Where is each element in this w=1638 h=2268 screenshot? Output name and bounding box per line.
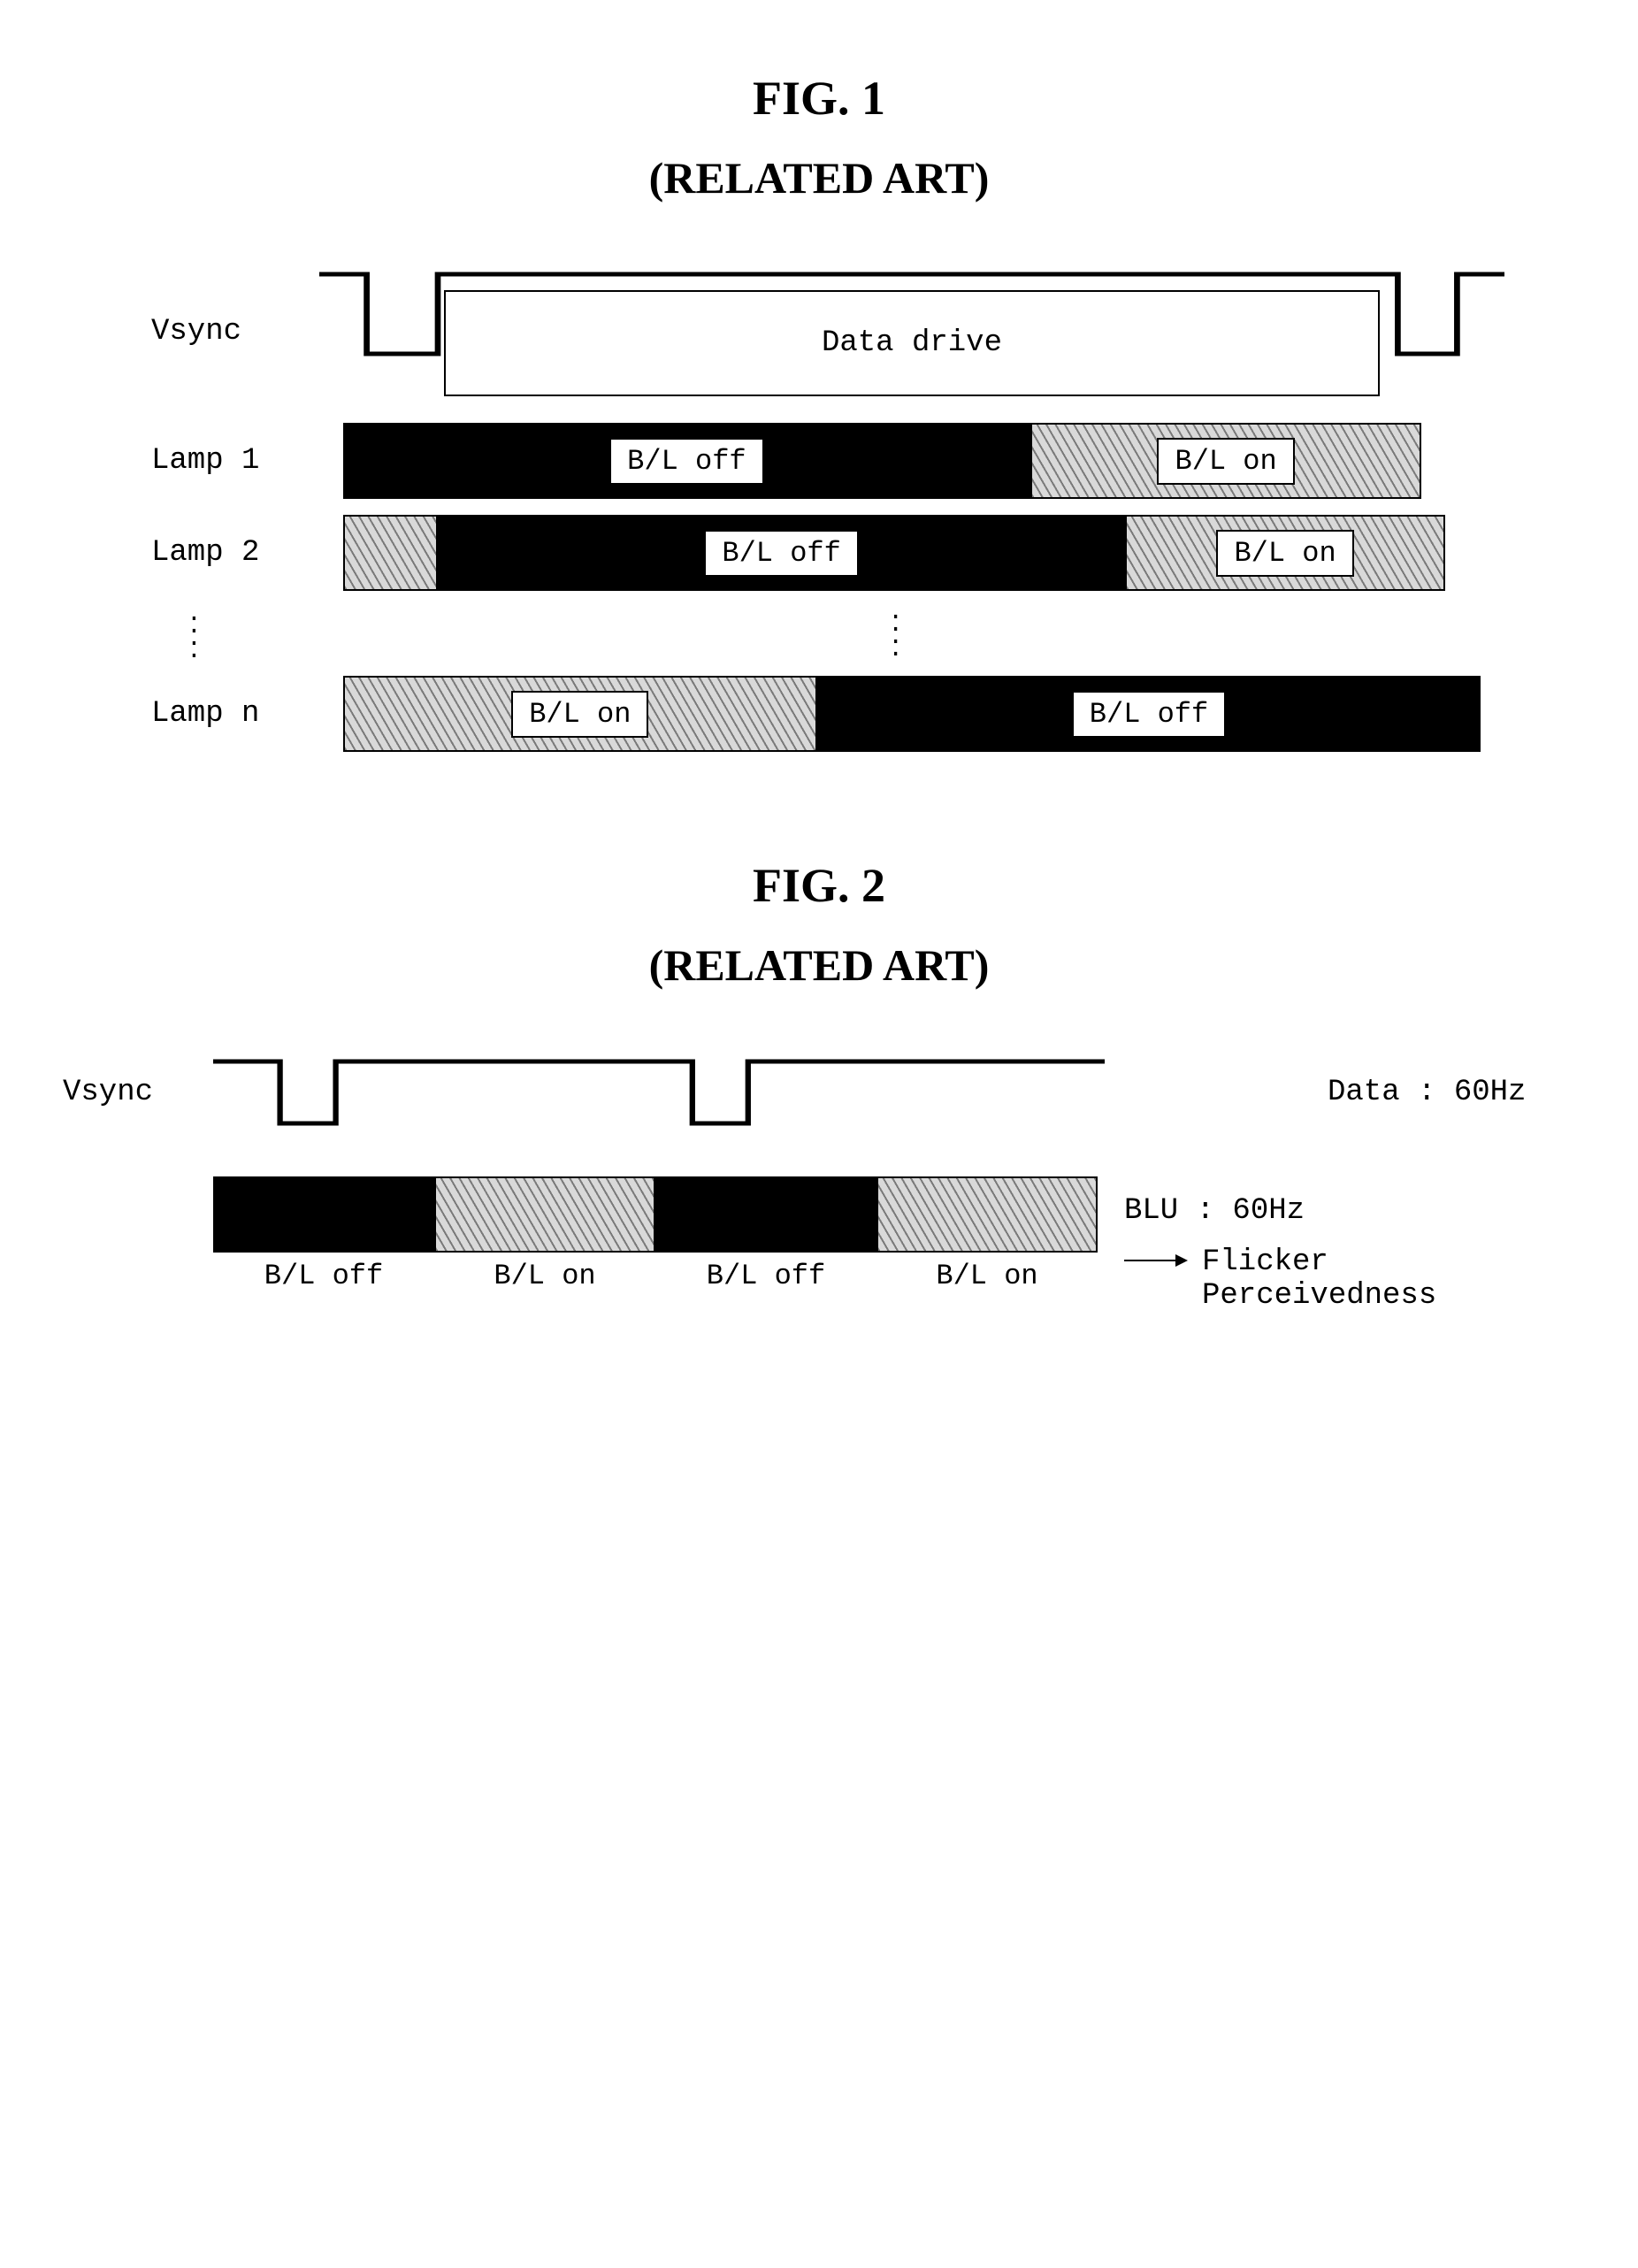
- lamp1-timeline: B/L off B/L on: [319, 423, 1504, 499]
- lamp1-seg-on: B/L on: [1030, 423, 1421, 499]
- fig2-vsync-label: Vsync: [45, 1076, 213, 1109]
- fig2-seg1: [434, 1176, 655, 1253]
- lampn-label: Lamp n: [134, 697, 319, 731]
- lamp2-seg-off: B/L off: [438, 515, 1125, 591]
- under0: B/L off: [213, 1260, 434, 1292]
- data-drive-label: Data drive: [822, 326, 1002, 360]
- lampn-seg-on: B/L on: [343, 676, 817, 752]
- fig2-title: FIG. 2: [45, 858, 1593, 913]
- vdots-left: ....: [134, 609, 319, 658]
- data-drive-box: Data drive: [444, 290, 1381, 396]
- fig2-subtitle: (RELATED ART): [45, 939, 1593, 991]
- lampn-seg-off: B/L off: [817, 676, 1481, 752]
- flicker-text: Flicker Perceivedness: [1202, 1245, 1436, 1313]
- lampn-timeline: B/L on B/L off: [319, 676, 1504, 752]
- lamp2-off-label: B/L off: [704, 530, 858, 577]
- lamp1-on-label: B/L on: [1157, 438, 1294, 485]
- fig1-lamp2-row: Lamp 2 B/L off B/L on: [134, 515, 1504, 591]
- fig2-seg3: [876, 1176, 1098, 1253]
- fig1-vsync-row: Vsync Data drive: [134, 257, 1504, 407]
- figure-2: FIG. 2 (RELATED ART) Vsync Data : 60Hz B…: [45, 858, 1593, 1313]
- lamp2-timeline: B/L off B/L on: [319, 515, 1504, 591]
- lamp2-label: Lamp 2: [134, 536, 319, 570]
- flicker-annot: Flicker Perceivedness: [1124, 1245, 1593, 1313]
- fig1-lampn-row: Lamp n B/L on B/L off: [134, 676, 1504, 752]
- fig2-seg2: [655, 1176, 876, 1253]
- vsync-label: Vsync: [134, 315, 319, 349]
- under1: B/L on: [434, 1260, 655, 1292]
- fig2-blu-col: B/L off B/L on B/L off B/L on: [213, 1176, 1098, 1292]
- fig1-lamp1-row: Lamp 1 B/L off B/L on: [134, 423, 1504, 499]
- fig2-blu-row: B/L off B/L on B/L off B/L on BLU : 60Hz…: [45, 1176, 1593, 1313]
- fig2-blu-timeline: [213, 1176, 1098, 1253]
- fig2-right-annot: BLU : 60Hz Flicker Perceivedness: [1098, 1176, 1593, 1313]
- fig2-vsync-waveform: [213, 1044, 1328, 1141]
- fig1-subtitle: (RELATED ART): [134, 152, 1504, 203]
- fig2-vsync-row: Vsync Data : 60Hz: [45, 1044, 1593, 1141]
- lamp1-off-label: B/L off: [609, 438, 763, 485]
- flicker-line1: Flicker: [1202, 1245, 1328, 1279]
- data-freq-label: Data : 60Hz: [1328, 1076, 1593, 1109]
- under3: B/L on: [876, 1260, 1098, 1292]
- blu-freq-label: BLU : 60Hz: [1124, 1194, 1593, 1228]
- lamp2-seg-pre: [343, 515, 438, 591]
- lamp1-label: Lamp 1: [134, 444, 319, 478]
- lamp2-on-label: B/L on: [1216, 530, 1353, 577]
- arrow-icon: [1124, 1260, 1186, 1261]
- fig1-vdots-row: .... ....: [134, 607, 1504, 660]
- fig2-under-labels: B/L off B/L on B/L off B/L on: [213, 1260, 1098, 1292]
- lampn-on-label: B/L on: [511, 691, 648, 738]
- fig2-seg0: [213, 1176, 434, 1253]
- lampn-off-label: B/L off: [1072, 691, 1226, 738]
- fig1-vsync-timeline: Data drive: [319, 257, 1504, 407]
- flicker-line2: Perceivedness: [1202, 1279, 1436, 1313]
- fig1-title: FIG. 1: [134, 71, 1504, 126]
- vdots-right: ....: [319, 607, 1504, 660]
- lamp1-seg-off: B/L off: [343, 423, 1030, 499]
- lamp2-seg-on: B/L on: [1125, 515, 1445, 591]
- under2: B/L off: [655, 1260, 876, 1292]
- figure-1: FIG. 1 (RELATED ART) Vsync Data drive La…: [134, 71, 1504, 752]
- fig2-vsync-timeline: [213, 1044, 1328, 1141]
